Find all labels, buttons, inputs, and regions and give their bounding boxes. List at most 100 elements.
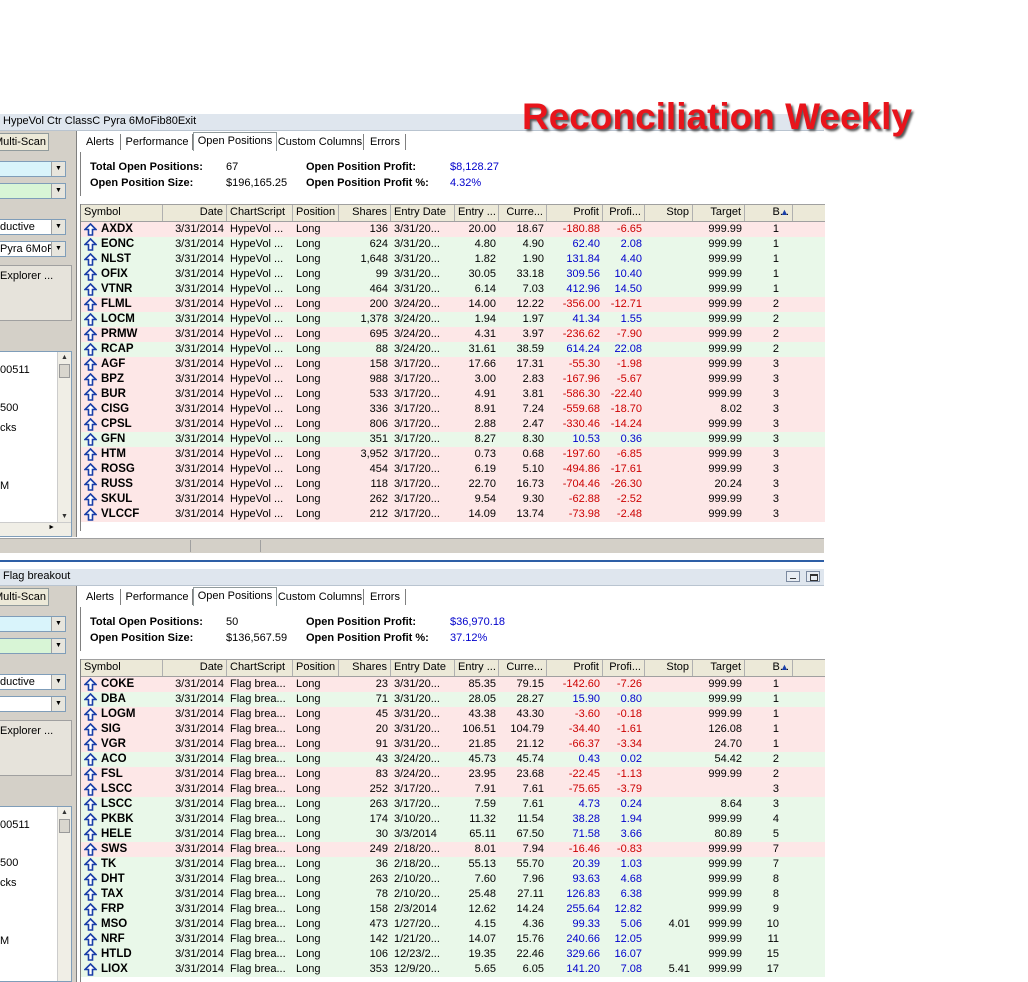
column-header[interactable]: Stop — [645, 205, 693, 221]
column-header[interactable]: Position — [293, 205, 339, 221]
table-row[interactable]: LOGM 3/31/2014 Flag brea... Long 45 3/31/20..… — [81, 707, 825, 722]
table-row[interactable]: COKE 3/31/2014 Flag brea... Long 23 3/31/20..… — [81, 677, 825, 692]
chevron-down-icon[interactable]: ▼ — [51, 675, 65, 689]
column-header[interactable]: Profit — [547, 660, 603, 676]
table-row[interactable]: EONC 3/31/2014 HypeVol ... Long 624 3/31/20..… — [81, 237, 825, 252]
column-header[interactable]: B... — [745, 660, 793, 676]
table-row[interactable]: TAX 3/31/2014 Flag brea... Long 78 2/10/20...… — [81, 887, 825, 902]
column-header[interactable]: Target — [693, 205, 745, 221]
column-header[interactable]: B... — [745, 205, 793, 221]
list-item[interactable]: 00511 — [0, 819, 30, 831]
scan-list[interactable]: 00511 500 cks M ▲ ▼ ► — [0, 351, 72, 537]
sort-ascending-icon[interactable]: ▲ — [780, 662, 789, 672]
data-set-combo[interactable]: ▼ — [0, 638, 66, 654]
table-row[interactable]: HTM 3/31/2014 HypeVol ... Long 3,952 3/17/20.… — [81, 447, 825, 462]
table-row[interactable]: VGR 3/31/2014 Flag brea... Long 91 3/31/20...… — [81, 737, 825, 752]
minimize-icon[interactable] — [786, 571, 800, 582]
table-row[interactable]: MSO 3/31/2014 Flag brea... Long 473 1/27/20..… — [81, 917, 825, 932]
explorer-button[interactable]: Explorer ... — [0, 265, 72, 321]
table-row[interactable]: PRMW 3/31/2014 HypeVol ... Long 695 3/24/20..… — [81, 327, 825, 342]
column-header[interactable]: Symbol — [81, 205, 163, 221]
position-size-combo[interactable]: ductive ▼ — [0, 674, 66, 690]
window-1-positions-grid[interactable]: Symbol Date ChartScript Position Shares Entry… — [80, 204, 825, 531]
multi-scan-tab[interactable]: Multi-Scan — [0, 133, 49, 151]
table-row[interactable]: RCAP 3/31/2014 HypeVol ... Long 88 3/24/20...… — [81, 342, 825, 357]
column-header[interactable]: Entry ... — [455, 205, 499, 221]
column-header[interactable]: Stop — [645, 660, 693, 676]
list-item[interactable]: 500 — [0, 402, 19, 414]
column-header[interactable]: Profit — [547, 205, 603, 221]
list-item[interactable]: 500 — [0, 857, 19, 869]
strategy-combo[interactable]: ▼ — [0, 161, 66, 177]
table-row[interactable]: SIG 3/31/2014 Flag brea... Long 20 3/31/20...… — [81, 722, 825, 737]
column-header[interactable]: Target — [693, 660, 745, 676]
table-row[interactable]: LSCC 3/31/2014 Flag brea... Long 252 3/17/20.… — [81, 782, 825, 797]
tab-errors[interactable]: Errors — [365, 589, 406, 605]
chevron-down-icon[interactable]: ▼ — [51, 162, 65, 176]
table-row[interactable]: NLST 3/31/2014 HypeVol ... Long 1,648 3/31/20… — [81, 252, 825, 267]
window-2-positions-grid[interactable]: Symbol Date ChartScript Position Shares Entry… — [80, 659, 825, 982]
list-item[interactable]: M — [0, 480, 10, 492]
window-1-titlebar[interactable]: HypeVol Ctr ClassC Pyra 6MoFib80Exit — [0, 114, 824, 131]
table-row[interactable]: GFN 3/31/2014 HypeVol ... Long 351 3/17/20...… — [81, 432, 825, 447]
table-row[interactable]: FRP 3/31/2014 Flag brea... Long 158 2/3/2014 1… — [81, 902, 825, 917]
chartscript-combo[interactable]: ▼ — [0, 696, 66, 712]
column-header[interactable]: Shares — [339, 660, 391, 676]
chevron-down-icon[interactable]: ▼ — [51, 617, 65, 631]
vertical-scrollbar[interactable]: ▲ ▼ — [57, 352, 71, 523]
list-item[interactable]: 00511 — [0, 364, 30, 376]
tab-custom-columns[interactable]: Custom Columns — [277, 134, 364, 150]
tab-custom-columns[interactable]: Custom Columns — [277, 589, 364, 605]
position-size-combo[interactable]: ductive ▼ — [0, 219, 66, 235]
column-header[interactable]: Entry Date — [391, 660, 455, 676]
table-row[interactable]: FLML 3/31/2014 HypeVol ... Long 200 3/24/20..… — [81, 297, 825, 312]
window-2-titlebar[interactable]: Flag breakout — [0, 569, 824, 586]
column-header[interactable]: Curre... — [499, 660, 547, 676]
sort-ascending-icon[interactable]: ▲ — [780, 207, 789, 217]
tab-open-positions[interactable]: Open Positions — [193, 132, 277, 151]
list-item[interactable]: cks — [0, 422, 17, 434]
chevron-down-icon[interactable]: ▼ — [51, 242, 65, 256]
scan-list[interactable]: 00511 500 cks M ▲ — [0, 806, 72, 982]
table-row[interactable]: HTLD 3/31/2014 Flag brea... Long 106 12/23/2.… — [81, 947, 825, 962]
table-row[interactable]: NRF 3/31/2014 Flag brea... Long 142 1/21/20..… — [81, 932, 825, 947]
explorer-button[interactable]: Explorer ... — [0, 720, 72, 776]
chevron-down-icon[interactable]: ▼ — [51, 184, 65, 198]
restore-icon[interactable] — [806, 571, 820, 582]
chevron-down-icon[interactable]: ▼ — [51, 639, 65, 653]
column-header[interactable]: ChartScript — [227, 205, 293, 221]
table-row[interactable]: CPSL 3/31/2014 HypeVol ... Long 806 3/17/20..… — [81, 417, 825, 432]
table-row[interactable]: VLCCF 3/31/2014 HypeVol ... Long 212 3/17/20.… — [81, 507, 825, 522]
column-header[interactable]: Curre... — [499, 205, 547, 221]
table-row[interactable]: ACO 3/31/2014 Flag brea... Long 43 3/24/20...… — [81, 752, 825, 767]
strategy-combo[interactable]: ▼ — [0, 616, 66, 632]
tab-open-positions[interactable]: Open Positions — [193, 587, 277, 606]
table-row[interactable]: TK 3/31/2014 Flag brea... Long 36 2/18/20... 5… — [81, 857, 825, 872]
table-row[interactable]: BUR 3/31/2014 HypeVol ... Long 533 3/17/20...… — [81, 387, 825, 402]
tab-performance[interactable]: Performance — [122, 589, 193, 605]
table-row[interactable]: LOCM 3/31/2014 HypeVol ... Long 1,378 3/24/20… — [81, 312, 825, 327]
table-row[interactable]: SKUL 3/31/2014 HypeVol ... Long 262 3/17/20..… — [81, 492, 825, 507]
table-row[interactable]: PKBK 3/31/2014 Flag brea... Long 174 3/10/20.… — [81, 812, 825, 827]
table-row[interactable]: HELE 3/31/2014 Flag brea... Long 30 3/3/2014 6… — [81, 827, 825, 842]
table-row[interactable]: LIOX 3/31/2014 Flag brea... Long 353 12/9/20.… — [81, 962, 825, 977]
table-row[interactable]: DBA 3/31/2014 Flag brea... Long 71 3/31/20...… — [81, 692, 825, 707]
chartscript-combo[interactable]: Pyra 6MoFit ▼ — [0, 241, 66, 257]
tab-alerts[interactable]: Alerts — [80, 134, 121, 150]
multi-scan-tab[interactable]: Multi-Scan — [0, 588, 49, 606]
table-row[interactable]: BPZ 3/31/2014 HypeVol ... Long 988 3/17/20...… — [81, 372, 825, 387]
column-header[interactable]: Profi... — [603, 660, 645, 676]
table-row[interactable]: VTNR 3/31/2014 HypeVol ... Long 464 3/31/20..… — [81, 282, 825, 297]
column-header[interactable]: Symbol — [81, 660, 163, 676]
vertical-scrollbar[interactable]: ▲ — [57, 807, 71, 981]
tab-alerts[interactable]: Alerts — [80, 589, 121, 605]
column-header[interactable]: Entry ... — [455, 660, 499, 676]
column-header[interactable]: ChartScript — [227, 660, 293, 676]
column-header[interactable]: Date — [163, 205, 227, 221]
table-row[interactable]: AGF 3/31/2014 HypeVol ... Long 158 3/17/20...… — [81, 357, 825, 372]
table-row[interactable]: OFIX 3/31/2014 HypeVol ... Long 99 3/31/20...… — [81, 267, 825, 282]
list-item[interactable]: M — [0, 935, 10, 947]
column-header[interactable]: Date — [163, 660, 227, 676]
table-row[interactable]: AXDX 3/31/2014 HypeVol ... Long 136 3/31/20..… — [81, 222, 825, 237]
table-row[interactable]: CISG 3/31/2014 HypeVol ... Long 336 3/17/20..… — [81, 402, 825, 417]
